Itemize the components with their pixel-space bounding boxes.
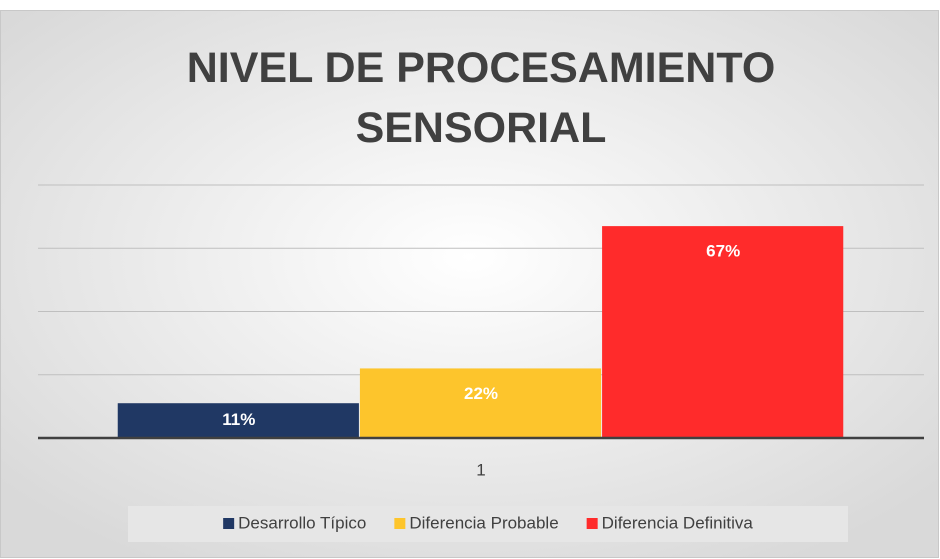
x-tick-label: 1 bbox=[476, 460, 485, 479]
data-label: 67% bbox=[706, 242, 740, 261]
legend-swatch bbox=[223, 518, 235, 529]
bar bbox=[117, 403, 359, 438]
bar bbox=[359, 368, 602, 438]
data-label: 11% bbox=[222, 410, 255, 429]
legend-label: Diferencia Probable bbox=[409, 513, 558, 532]
chart-title: NIVEL DE PROCESAMIENTO SENSORIAL bbox=[186, 44, 776, 152]
legend-label: Desarrollo Típico bbox=[238, 513, 366, 532]
data-label: 22% bbox=[464, 384, 498, 403]
bar bbox=[602, 226, 844, 438]
legend-background bbox=[128, 506, 848, 542]
legend-swatch bbox=[586, 518, 598, 529]
legend-label: Diferencia Definitiva bbox=[602, 513, 754, 532]
legend-swatch bbox=[394, 518, 406, 529]
